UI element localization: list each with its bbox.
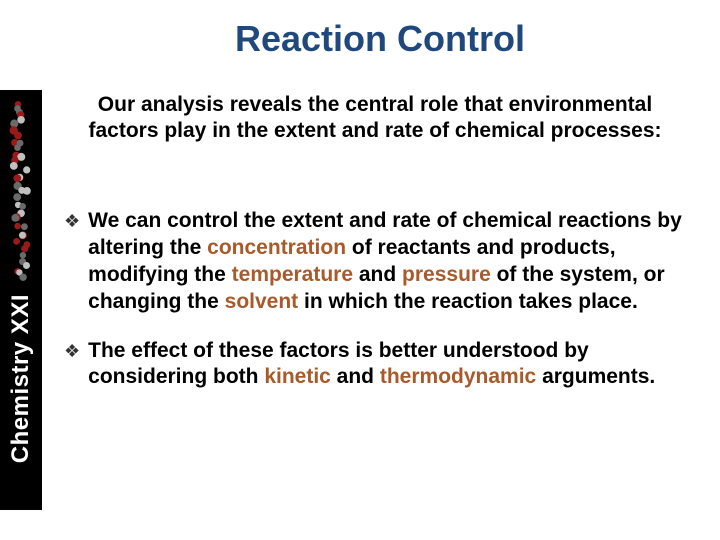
bullet-text: The effect of these factors is better un…: [88, 338, 684, 392]
slide: Chemistry XXI Reaction Control Our analy…: [0, 0, 720, 540]
diamond-bullet-icon: ❖: [64, 341, 80, 392]
bullet-item: ❖We can control the extent and rate of c…: [64, 208, 684, 316]
bullet-item: ❖The effect of these factors is better u…: [64, 338, 684, 392]
intro-text: Our analysis reveals the central role th…: [70, 92, 680, 145]
diamond-bullet-icon: ❖: [64, 211, 80, 316]
molecule-icon: [2, 96, 40, 286]
sidebar-label: Chemistry XXI: [7, 294, 35, 463]
slide-title: Reaction Control: [60, 18, 700, 60]
sidebar: Chemistry XXI: [0, 90, 42, 510]
bullet-text: We can control the extent and rate of ch…: [88, 208, 684, 316]
bullet-list: ❖We can control the extent and rate of c…: [64, 208, 684, 413]
